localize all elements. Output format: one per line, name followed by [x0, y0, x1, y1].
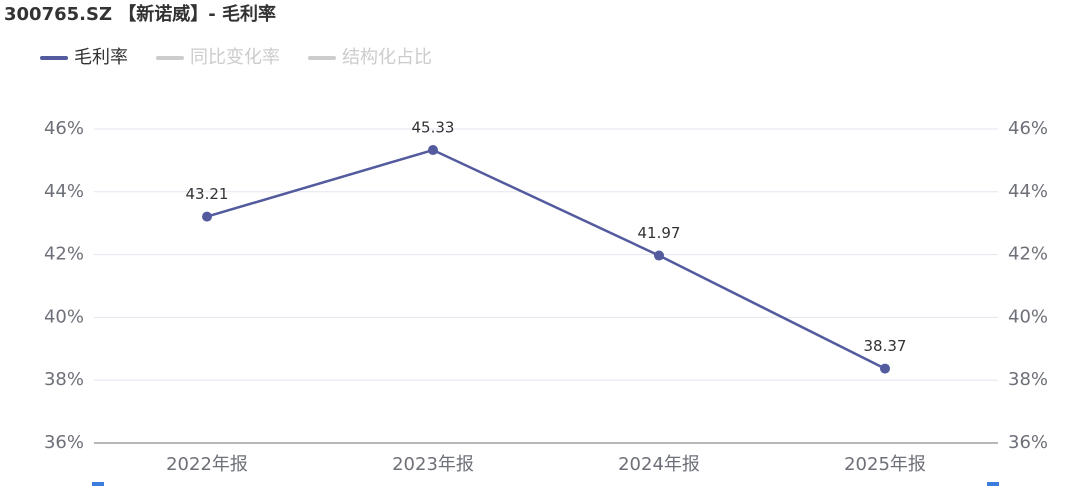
y-tick-label: 44% [44, 181, 84, 202]
zoom-handle[interactable] [987, 482, 999, 486]
y-tick-label: 40% [44, 306, 84, 327]
y-tick-label: 36% [44, 432, 84, 453]
y2-tick-label: 40% [1008, 306, 1048, 327]
data-label: 41.97 [638, 224, 681, 242]
y-tick-label: 38% [44, 369, 84, 390]
point[interactable] [202, 211, 212, 222]
y-tick-label: 42% [44, 244, 84, 265]
y2-tick-label: 46% [1008, 118, 1048, 139]
y2-tick-label: 38% [1008, 369, 1048, 390]
x-tick-label: 2022年报 [166, 454, 248, 475]
y2-tick-label: 44% [1008, 181, 1048, 202]
y2-tick-label: 36% [1008, 432, 1048, 453]
chart-title: 300765.SZ 【新诺威】- 毛利率 [4, 3, 276, 25]
zoom-handle[interactable] [92, 482, 104, 486]
data-label: 45.33 [412, 119, 455, 137]
legend-label[interactable]: 结构化占比 [342, 47, 432, 68]
data-label: 38.37 [864, 337, 907, 355]
point[interactable] [880, 363, 890, 374]
y2-tick-label: 42% [1008, 244, 1048, 265]
x-tick-label: 2023年报 [392, 454, 474, 475]
legend-label[interactable]: 同比变化率 [190, 47, 280, 68]
y-tick-label: 46% [44, 118, 84, 139]
point[interactable] [428, 145, 438, 156]
legend-label[interactable]: 毛利率 [74, 47, 128, 68]
data-label: 43.21 [186, 185, 229, 203]
x-tick-label: 2024年报 [618, 454, 700, 475]
x-tick-label: 2025年报 [844, 454, 926, 475]
line [206, 148, 886, 370]
point[interactable] [654, 250, 664, 261]
